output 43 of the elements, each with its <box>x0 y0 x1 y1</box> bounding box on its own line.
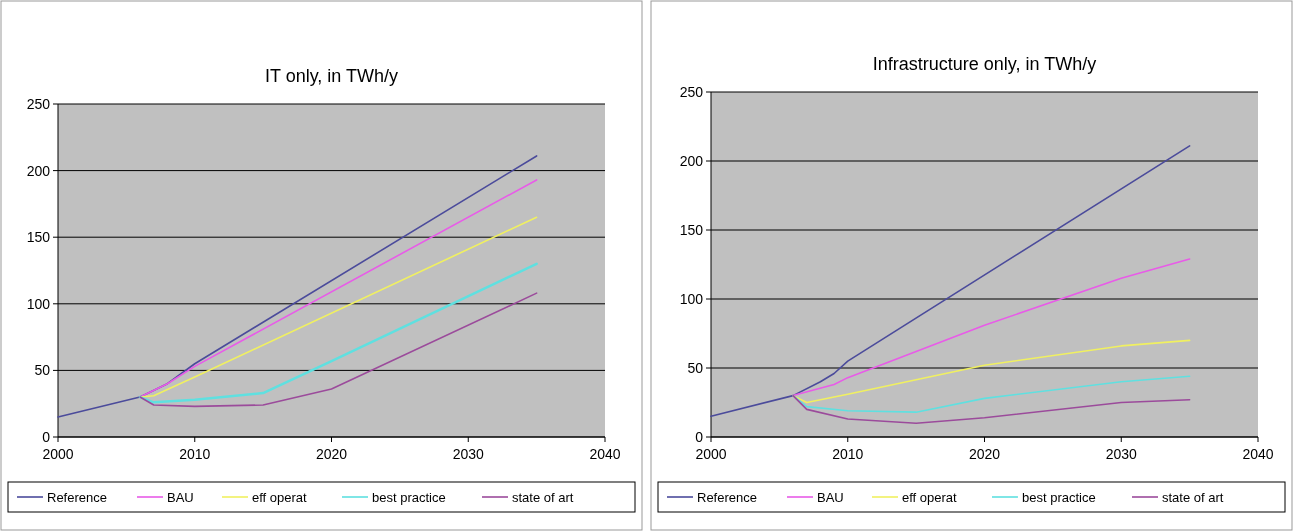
y-tick-label: 150 <box>679 221 704 238</box>
y-tick-label: 50 <box>34 362 51 379</box>
legend-label: BAU <box>817 489 844 505</box>
legend-label: eff operat <box>902 489 958 505</box>
line-series <box>792 258 1191 397</box>
line-series <box>792 394 1191 424</box>
chart-title: Infrastructure only, in TWh/y <box>872 54 1097 74</box>
line-series <box>792 339 1191 404</box>
legend-label: BAU <box>167 489 194 505</box>
x-tick-label: 2010 <box>832 446 864 462</box>
legend-label: state of art <box>1162 489 1224 505</box>
y-tick-label: 0 <box>695 428 704 445</box>
y-tick-label: 100 <box>679 290 704 307</box>
chart-title: IT only, in TWh/y <box>264 66 399 86</box>
legend-label: Reference <box>697 489 757 505</box>
line-series <box>138 262 538 404</box>
x-tick-label: 2020 <box>315 446 348 462</box>
legend-label: state of art <box>512 489 574 505</box>
y-tick-label: 250 <box>679 83 704 100</box>
x-tick-label: 2030 <box>1105 446 1138 462</box>
legend-label: Reference <box>47 489 107 505</box>
legend-label: best practice <box>372 489 446 505</box>
x-tick-label: 2030 <box>452 446 485 462</box>
y-tick-label: 0 <box>42 428 51 445</box>
legend-label: eff operat <box>252 489 308 505</box>
y-tick-label: 150 <box>26 229 51 246</box>
x-tick-label: 2040 <box>589 446 621 462</box>
x-tick-label: 2020 <box>968 446 1001 462</box>
y-tick-label: 100 <box>26 295 51 312</box>
line-series <box>139 216 538 398</box>
x-tick-label: 2000 <box>42 446 74 462</box>
line-series <box>139 179 538 398</box>
y-tick-label: 250 <box>26 95 51 112</box>
line-series <box>710 145 1191 418</box>
y-tick-label: 200 <box>679 152 704 169</box>
legend-label: best practice <box>1022 489 1096 505</box>
line-series <box>139 292 538 408</box>
y-tick-label: 50 <box>687 359 704 376</box>
y-tick-label: 200 <box>26 162 51 179</box>
x-tick-label: 2000 <box>695 446 727 462</box>
x-tick-label: 2040 <box>1242 446 1274 462</box>
line-series <box>57 155 538 418</box>
x-tick-label: 2010 <box>179 446 211 462</box>
